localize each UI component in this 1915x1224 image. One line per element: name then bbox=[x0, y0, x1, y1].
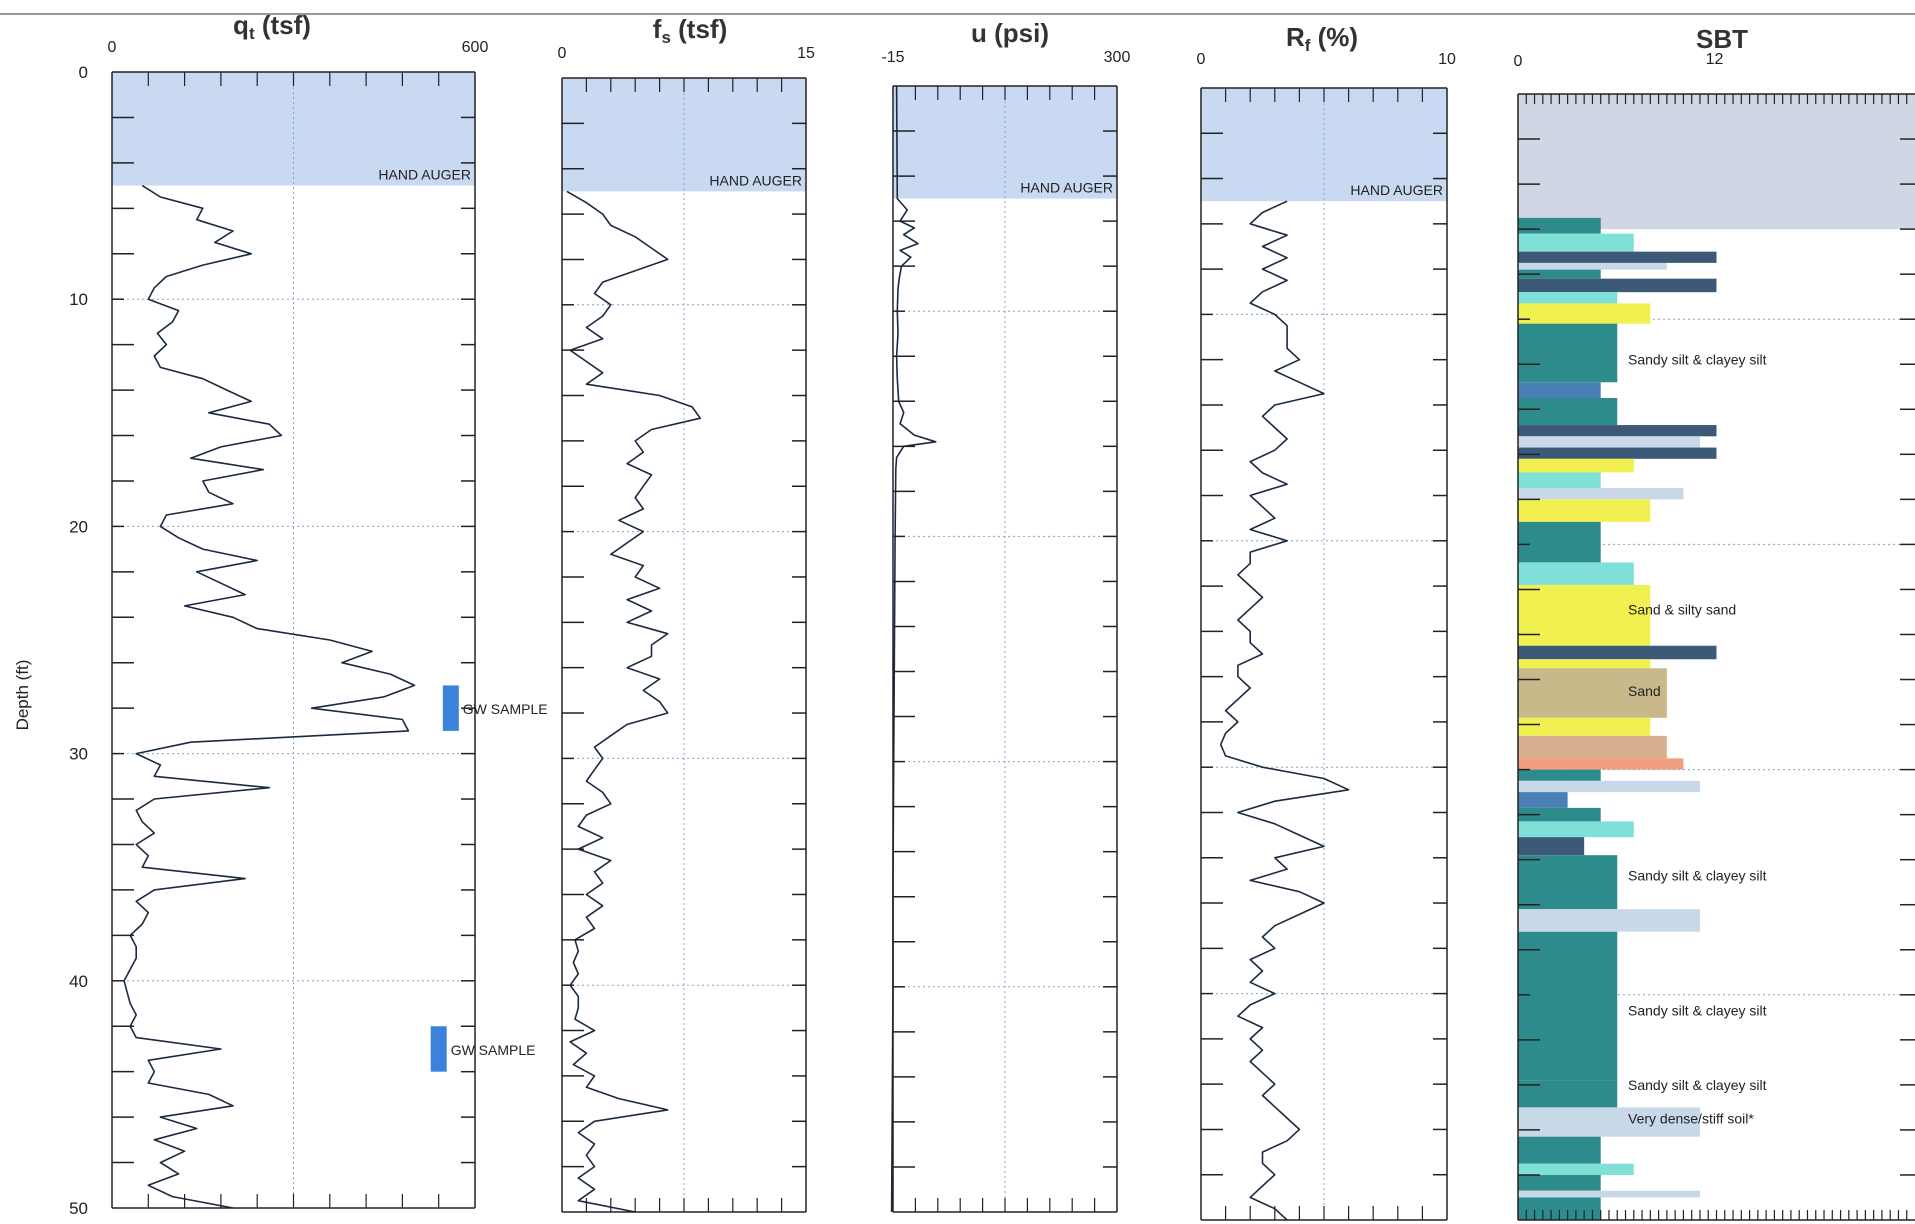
sbt-layer-bar bbox=[1518, 1190, 1700, 1198]
sbt-zone-label: Sandy silt & clayey silt bbox=[1628, 352, 1767, 368]
gw-sample-label: GW SAMPLE bbox=[451, 1042, 536, 1058]
sbt-layer-bar bbox=[1518, 659, 1651, 669]
sbt-layer-bar bbox=[1518, 458, 1634, 473]
sbt-layer-bar bbox=[1518, 769, 1601, 781]
gw-sample-marker bbox=[430, 1026, 447, 1072]
panel-4: Rf (%) 0 10 HAND AUGER bbox=[1197, 22, 1456, 1221]
sbt-layer-bar bbox=[1518, 717, 1651, 736]
sbt-layer-bar bbox=[1518, 735, 1667, 759]
depth-tick-label: 30 bbox=[69, 745, 88, 764]
panel-2: fs (tsf) 0 15 HAND AUGER bbox=[558, 14, 815, 1213]
sbt-layer-bar bbox=[1518, 425, 1717, 437]
sbt-layer-bar bbox=[1518, 821, 1634, 838]
x-tick-max: 600 bbox=[462, 39, 489, 56]
sbt-layer-bar bbox=[1518, 292, 1618, 304]
sbt-layer-bar bbox=[1518, 780, 1700, 793]
x-tick-max: 15 bbox=[797, 45, 815, 62]
depth-tick-label: 20 bbox=[69, 517, 88, 536]
gw-sample-marker bbox=[442, 685, 459, 731]
sbt-layer-bar bbox=[1518, 303, 1651, 324]
sbt-layer-bar bbox=[1518, 436, 1700, 448]
hand-auger-label: HAND AUGER bbox=[709, 172, 802, 188]
sbt-zone-label: Very dense/stiff soil* bbox=[1628, 1111, 1754, 1127]
sbt-layer-bar bbox=[1518, 1107, 1700, 1137]
sbt-layer-bar bbox=[1518, 488, 1684, 500]
sbt-layer-bar bbox=[1518, 472, 1601, 489]
data-series-line bbox=[566, 190, 702, 1213]
depth-tick-label: 0 bbox=[79, 63, 88, 82]
panel-5: SBT 0 12 Sandy silt & clayey silt Sand & sil… bbox=[1514, 24, 1915, 1221]
data-series-line bbox=[890, 85, 937, 1213]
panel-title: fs (tsf) bbox=[653, 14, 727, 47]
sbt-layer-bar bbox=[1518, 217, 1601, 234]
data-series-line bbox=[123, 184, 416, 1209]
sbt-layer-bar bbox=[1518, 1163, 1634, 1175]
x-tick-min: 0 bbox=[108, 39, 117, 56]
x-tick-max: 300 bbox=[1104, 49, 1131, 66]
sbt-layer-bar bbox=[1518, 1136, 1601, 1164]
sbt-layer-bar bbox=[1518, 758, 1684, 770]
hand-auger-label: HAND AUGER bbox=[378, 167, 471, 183]
x-tick-min: -15 bbox=[881, 49, 904, 66]
panel-1: qt (tsf) 0 600 HAND AUGER GW SAMPLE GW SAMPLE bbox=[108, 10, 548, 1209]
sbt-layer-bar bbox=[1518, 278, 1717, 293]
sbt-layer-bar bbox=[1518, 1197, 1601, 1220]
sbt-layer-bar bbox=[1518, 521, 1601, 563]
panel-title: u (psi) bbox=[971, 18, 1049, 48]
sbt-layer-bar bbox=[1518, 233, 1634, 252]
sbt-layer-bar bbox=[1518, 931, 1618, 1081]
sbt-layer-bar bbox=[1518, 668, 1667, 718]
hand-auger-label: HAND AUGER bbox=[1350, 182, 1443, 198]
x-tick-max: 10 bbox=[1438, 51, 1456, 68]
sbt-layer-bar bbox=[1518, 1174, 1601, 1191]
sbt-zone-label: Sandy silt & clayey silt bbox=[1628, 1077, 1767, 1093]
sbt-zone-label: Sandy silt & clayey silt bbox=[1628, 1003, 1767, 1019]
depth-tick-label: 50 bbox=[69, 1199, 88, 1218]
sbt-layer-bar bbox=[1518, 499, 1651, 522]
sbt-layer-bar bbox=[1518, 792, 1568, 808]
hand-auger-zone bbox=[1518, 94, 1915, 230]
x-tick-mid: 12 bbox=[1706, 51, 1724, 68]
sbt-layer-bar bbox=[1518, 562, 1634, 585]
sbt-layer-bar bbox=[1518, 855, 1618, 910]
depth-tick-labels: 0 10 20 30 40 50 bbox=[69, 63, 88, 1218]
sbt-layer-bar bbox=[1518, 909, 1700, 932]
panel-title: qt (tsf) bbox=[233, 10, 311, 43]
sbt-layer-bar bbox=[1518, 807, 1601, 822]
sbt-layer-bar bbox=[1518, 645, 1717, 660]
y-axis-label: Depth (ft) bbox=[13, 660, 32, 731]
sbt-layer-bar bbox=[1518, 262, 1667, 270]
panel-3: u (psi) -15 300 HAND AUGER bbox=[881, 18, 1131, 1213]
panels: qt (tsf) 0 600 HAND AUGER GW SAMPLE GW SAMPLE… bbox=[108, 10, 1915, 1221]
x-tick-min: 0 bbox=[1197, 51, 1206, 68]
sbt-layer-bar bbox=[1518, 584, 1651, 646]
sbt-layer-bar bbox=[1518, 382, 1601, 399]
sbt-zone-label: Sandy silt & clayey silt bbox=[1628, 867, 1767, 883]
sbt-layer-bar bbox=[1518, 251, 1717, 263]
depth-tick-label: 10 bbox=[69, 290, 88, 309]
depth-tick-label: 40 bbox=[69, 972, 88, 991]
gw-sample-label: GW SAMPLE bbox=[463, 701, 548, 717]
sbt-layer-bar bbox=[1518, 837, 1585, 856]
panel-title: Rf (%) bbox=[1286, 22, 1358, 55]
sbt-layer-bar bbox=[1518, 398, 1618, 426]
x-tick-min: 0 bbox=[1514, 53, 1523, 70]
sbt-zone-label: Sand bbox=[1628, 683, 1661, 699]
x-tick-min: 0 bbox=[558, 45, 567, 62]
hand-auger-label: HAND AUGER bbox=[1020, 180, 1113, 196]
data-series-line bbox=[1219, 200, 1350, 1221]
sbt-layer-bar bbox=[1518, 323, 1618, 383]
panel-title: SBT bbox=[1696, 24, 1748, 54]
sbt-layer-bar bbox=[1518, 269, 1601, 279]
sbt-zone-label: Sand & silty sand bbox=[1628, 602, 1736, 618]
sbt-layer-bar bbox=[1518, 447, 1717, 459]
